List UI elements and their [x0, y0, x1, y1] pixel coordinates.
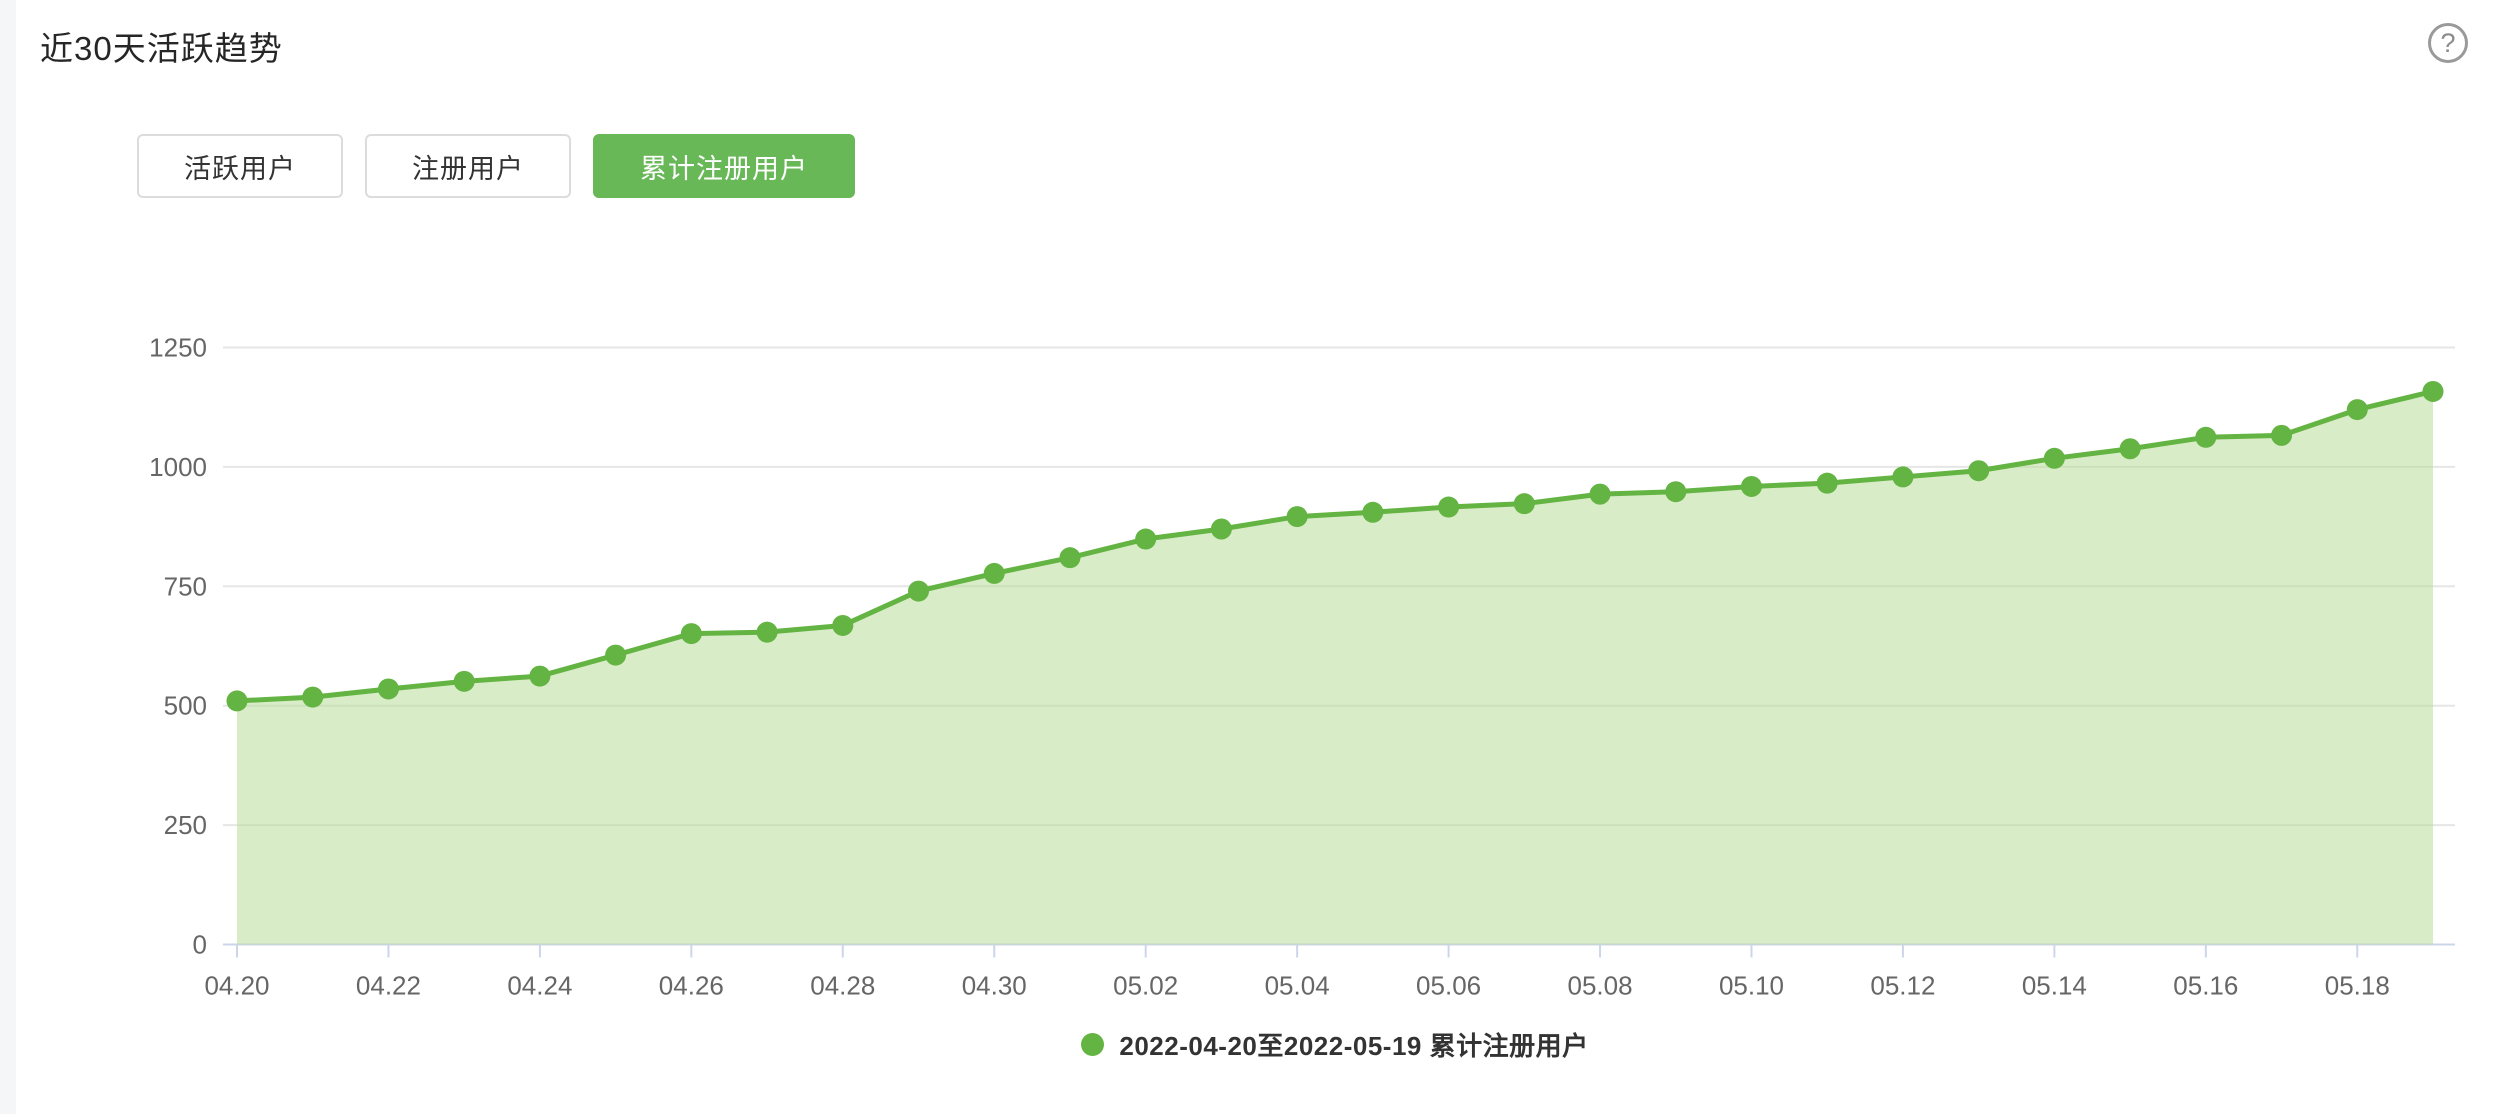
data-point[interactable]	[2271, 424, 2293, 446]
series-points	[226, 380, 2444, 712]
metric-tabs: 活跃用户 注册用户 累计注册用户	[137, 134, 855, 198]
tab-active-users[interactable]: 活跃用户	[137, 134, 343, 198]
data-point[interactable]	[1513, 493, 1535, 515]
data-point[interactable]	[1210, 518, 1232, 540]
data-point[interactable]	[2195, 426, 2217, 448]
y-axis-tick-label: 1250	[149, 333, 207, 363]
data-point[interactable]	[2346, 399, 2368, 421]
data-point[interactable]	[226, 690, 248, 712]
legend-marker-icon	[1081, 1033, 1105, 1056]
data-point[interactable]	[1665, 481, 1687, 503]
y-axis-tick-label: 1000	[149, 452, 207, 482]
data-point[interactable]	[1968, 460, 1990, 482]
x-axis-tick-label: 05.06	[1416, 971, 1481, 1001]
data-point[interactable]	[1362, 501, 1384, 523]
y-axis-labels: 0 250 500 750 1000 1250	[149, 333, 207, 960]
x-axis-tick-label: 05.18	[2325, 971, 2390, 1001]
y-axis-tick-label: 250	[164, 810, 207, 840]
data-point[interactable]	[1059, 547, 1081, 569]
x-axis-tick-label: 04.22	[356, 971, 421, 1001]
tab-cumulative-registered-users[interactable]: 累计注册用户	[593, 134, 855, 198]
page-title: 近30天活跃趋势	[40, 30, 283, 67]
x-axis-labels: 04.20 04.22 04.24 04.26 04.28 04.30 05.02 05.04…	[204, 971, 2389, 1001]
data-point[interactable]	[2422, 380, 2444, 402]
data-point[interactable]	[1286, 506, 1308, 528]
x-axis-tick-label: 05.14	[2022, 971, 2087, 1001]
data-point[interactable]	[832, 614, 854, 636]
data-point[interactable]	[1438, 496, 1460, 518]
data-point[interactable]	[529, 665, 551, 687]
x-axis-ticks	[236, 944, 2359, 958]
data-point[interactable]	[680, 623, 702, 645]
x-axis-tick-label: 04.20	[204, 971, 269, 1001]
x-axis-tick-label: 04.24	[507, 971, 572, 1001]
help-icon-glyph: ?	[2440, 27, 2456, 58]
data-point[interactable]	[1589, 483, 1611, 505]
y-axis-tick-label: 500	[164, 691, 207, 721]
data-point[interactable]	[302, 686, 324, 708]
data-point[interactable]	[1740, 475, 1762, 497]
data-point[interactable]	[2043, 447, 2065, 469]
legend-label: 2022-04-20至2022-05-19 累计注册用户	[1119, 1031, 1589, 1061]
data-point[interactable]	[377, 678, 399, 700]
data-point[interactable]	[908, 580, 930, 602]
y-axis-tick-label: 750	[164, 571, 207, 601]
series-line	[234, 388, 2436, 704]
y-axis-tick-label: 0	[193, 930, 207, 960]
data-point[interactable]	[1816, 472, 1838, 494]
chart-legend[interactable]: 2022-04-20至2022-05-19 累计注册用户	[237, 1026, 2433, 1063]
x-axis-tick-label: 04.26	[659, 971, 724, 1001]
x-axis-tick-label: 05.02	[1113, 971, 1178, 1001]
page-edge-strip	[0, 0, 16, 1114]
x-axis-tick-label: 05.04	[1265, 971, 1330, 1001]
x-axis-tick-label: 05.10	[1719, 971, 1784, 1001]
x-axis-tick-label: 05.08	[1567, 971, 1632, 1001]
data-point[interactable]	[756, 621, 778, 643]
x-axis-tick-label: 04.28	[810, 971, 875, 1001]
x-axis-tick-label: 05.12	[1870, 971, 1935, 1001]
tab-registered-users[interactable]: 注册用户	[365, 134, 571, 198]
x-axis-tick-label: 04.30	[962, 971, 1027, 1001]
x-axis-tick-label: 05.16	[2173, 971, 2238, 1001]
data-point[interactable]	[1135, 528, 1157, 550]
series-area	[237, 391, 2433, 945]
data-point[interactable]	[605, 644, 627, 666]
data-point[interactable]	[1892, 466, 1914, 488]
data-point[interactable]	[983, 562, 1005, 584]
data-point[interactable]	[453, 670, 475, 692]
help-icon[interactable]: ?	[2428, 23, 2468, 63]
data-point[interactable]	[2119, 438, 2141, 460]
